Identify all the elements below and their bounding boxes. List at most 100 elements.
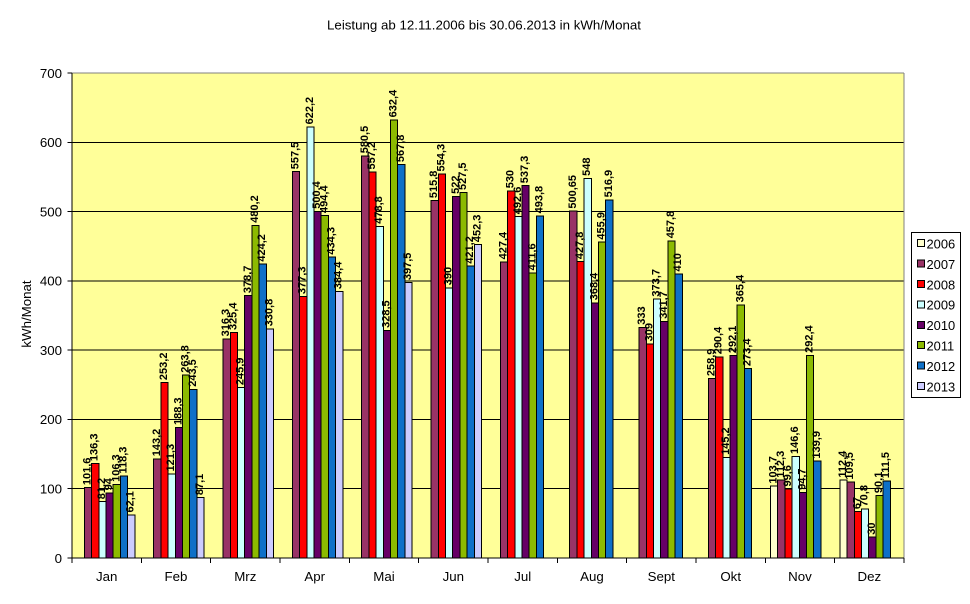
svg-text:2011: 2011: [927, 339, 955, 354]
svg-text:188,3: 188,3: [172, 397, 184, 425]
svg-text:384,4: 384,4: [333, 261, 345, 289]
svg-text:100: 100: [40, 482, 62, 497]
svg-text:328,5: 328,5: [380, 300, 392, 328]
svg-text:200: 200: [40, 412, 62, 427]
svg-text:Jan: Jan: [96, 569, 117, 584]
svg-text:0: 0: [55, 551, 62, 566]
svg-text:300: 300: [40, 343, 62, 358]
svg-text:273,4: 273,4: [742, 338, 754, 366]
svg-text:421,2: 421,2: [464, 236, 476, 264]
svg-text:Mrz: Mrz: [234, 569, 256, 584]
svg-text:Okt: Okt: [720, 569, 741, 584]
svg-text:2012: 2012: [927, 359, 956, 374]
svg-text:452,3: 452,3: [471, 215, 483, 243]
svg-text:109,5: 109,5: [844, 452, 856, 480]
svg-text:Nov: Nov: [788, 569, 812, 584]
svg-text:368,4: 368,4: [588, 272, 600, 300]
svg-text:316,3: 316,3: [220, 309, 232, 337]
svg-text:557,2: 557,2: [366, 142, 378, 170]
svg-text:500: 500: [40, 204, 62, 219]
svg-text:527,5: 527,5: [457, 162, 469, 190]
svg-text:411,6: 411,6: [526, 243, 538, 270]
svg-text:kWh/Monat: kWh/Monat: [19, 280, 34, 348]
svg-text:112,4: 112,4: [837, 450, 849, 478]
svg-text:493,8: 493,8: [534, 186, 546, 214]
svg-text:Mai: Mai: [373, 569, 394, 584]
svg-text:580,5: 580,5: [359, 126, 371, 154]
svg-text:500,4: 500,4: [311, 180, 323, 208]
svg-text:500,65: 500,65: [567, 175, 579, 209]
svg-text:143,2: 143,2: [151, 429, 163, 457]
svg-text:400: 400: [40, 274, 62, 289]
svg-text:111,5: 111,5: [880, 452, 892, 478]
svg-text:390: 390: [443, 267, 455, 285]
svg-text:410: 410: [672, 253, 684, 271]
svg-text:99,6: 99,6: [782, 465, 794, 486]
svg-text:136,3: 136,3: [89, 434, 101, 462]
svg-text:567,8: 567,8: [395, 135, 407, 163]
svg-text:341,7: 341,7: [658, 291, 670, 319]
svg-text:Jun: Jun: [443, 569, 464, 584]
svg-text:480,2: 480,2: [249, 195, 261, 223]
svg-text:600: 600: [40, 135, 62, 150]
svg-text:Jul: Jul: [514, 569, 531, 584]
svg-text:146,6: 146,6: [789, 426, 801, 454]
svg-text:427,8: 427,8: [574, 232, 586, 260]
svg-text:309: 309: [643, 323, 655, 341]
svg-text:492,6: 492,6: [512, 187, 524, 215]
svg-text:530: 530: [505, 170, 517, 188]
svg-text:2006: 2006: [927, 237, 956, 252]
svg-text:516,9: 516,9: [603, 170, 615, 198]
svg-text:2008: 2008: [927, 277, 956, 292]
svg-text:457,8: 457,8: [665, 211, 677, 239]
svg-text:537,3: 537,3: [519, 156, 531, 184]
svg-text:515,8: 515,8: [428, 171, 440, 199]
svg-text:2009: 2009: [927, 298, 956, 313]
svg-text:145,2: 145,2: [720, 427, 732, 455]
svg-text:522: 522: [450, 175, 462, 193]
svg-text:101,6: 101,6: [82, 458, 94, 486]
svg-text:139,9: 139,9: [811, 431, 823, 459]
svg-text:557,5: 557,5: [290, 142, 302, 170]
svg-text:455,9: 455,9: [596, 212, 608, 240]
svg-text:Sept: Sept: [648, 569, 676, 584]
svg-text:103,7: 103,7: [768, 456, 780, 484]
svg-text:70,8: 70,8: [859, 485, 871, 506]
svg-text:427,4: 427,4: [498, 231, 510, 259]
svg-text:373,7: 373,7: [651, 269, 663, 297]
svg-text:Aug: Aug: [580, 569, 604, 584]
svg-text:87,1: 87,1: [194, 474, 206, 495]
svg-text:118,3: 118,3: [118, 447, 130, 474]
svg-text:112,3: 112,3: [775, 451, 787, 478]
svg-text:Dez: Dez: [857, 569, 881, 584]
svg-text:94: 94: [103, 477, 115, 490]
svg-text:2010: 2010: [927, 318, 956, 333]
svg-text:330,8: 330,8: [263, 299, 275, 327]
svg-text:554,3: 554,3: [435, 144, 447, 172]
svg-text:434,3: 434,3: [326, 227, 338, 255]
svg-text:30: 30: [866, 522, 878, 534]
svg-text:Apr: Apr: [304, 569, 325, 584]
svg-text:90,1: 90,1: [873, 472, 885, 493]
svg-text:106,3: 106,3: [110, 454, 122, 482]
svg-text:424,2: 424,2: [256, 234, 268, 262]
svg-text:253,2: 253,2: [158, 353, 170, 381]
svg-text:67: 67: [851, 497, 863, 509]
svg-text:245,9: 245,9: [235, 358, 247, 386]
svg-text:81,2: 81,2: [96, 478, 108, 499]
svg-text:258,9: 258,9: [706, 349, 718, 377]
svg-text:548: 548: [581, 157, 593, 175]
svg-text:325,4: 325,4: [227, 302, 239, 330]
svg-text:377,3: 377,3: [297, 267, 309, 295]
svg-text:292,1: 292,1: [727, 326, 739, 354]
svg-text:121,3: 121,3: [165, 444, 177, 472]
svg-text:632,4: 632,4: [388, 89, 400, 117]
svg-text:62,1: 62,1: [125, 491, 137, 512]
svg-text:622,2: 622,2: [304, 97, 316, 125]
svg-text:365,4: 365,4: [734, 274, 746, 302]
svg-text:700: 700: [40, 66, 62, 81]
svg-text:243,5: 243,5: [187, 359, 199, 387]
svg-text:292,4: 292,4: [804, 325, 816, 353]
svg-text:290,4: 290,4: [713, 326, 725, 354]
svg-text:397,5: 397,5: [402, 253, 414, 281]
